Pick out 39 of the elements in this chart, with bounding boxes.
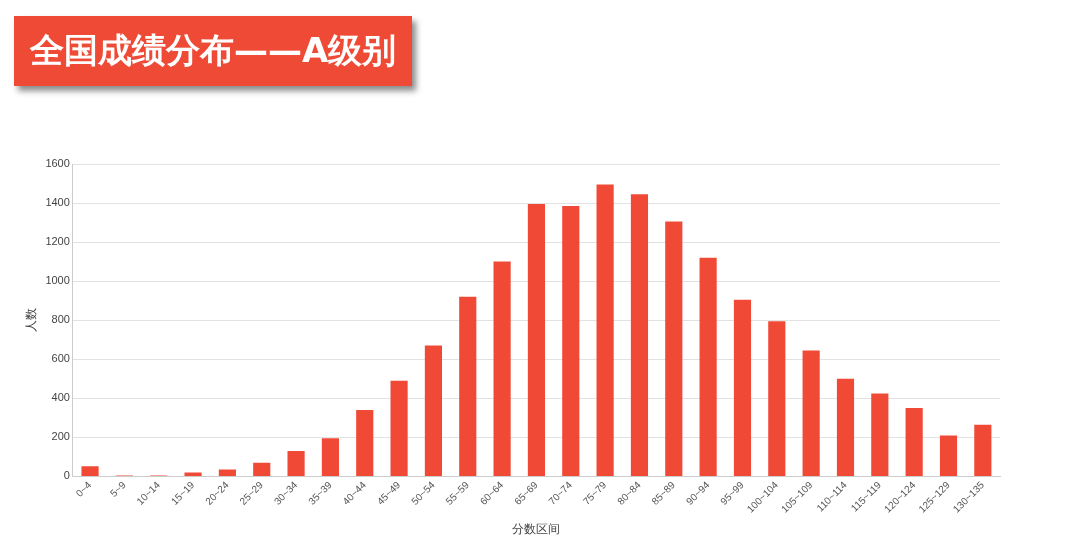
y-tick-label: 1200 [45, 235, 70, 248]
chart-title: 全国成绩分布——A级别 [14, 16, 413, 86]
bar [733, 299, 752, 476]
bar [321, 438, 339, 476]
bar [974, 424, 992, 476]
bar [287, 451, 305, 476]
bar [390, 380, 408, 476]
y-tick-label: 1000 [45, 274, 70, 287]
y-tick-label: 0 [63, 469, 70, 482]
bar [218, 469, 236, 476]
bar [802, 350, 820, 476]
y-tick-label: 200 [51, 430, 70, 443]
y-axis-title: 人数 [23, 308, 38, 333]
y-tick-label: 1600 [45, 157, 70, 170]
bar [493, 261, 511, 476]
bar [939, 435, 958, 476]
bar [871, 393, 889, 476]
x-tick-label: 5~9 [107, 478, 129, 499]
y-tick-label: 800 [51, 313, 70, 326]
bar [184, 472, 202, 476]
bar [424, 345, 443, 476]
bar [905, 408, 923, 476]
bar [699, 257, 717, 476]
bar [665, 221, 683, 476]
bar [527, 204, 546, 476]
bar [562, 205, 580, 476]
bar [768, 321, 786, 476]
bar [630, 194, 649, 476]
y-tick-label: 1400 [45, 196, 70, 209]
bar [459, 296, 477, 476]
bar [356, 410, 374, 476]
y-tick-label: 400 [51, 391, 70, 404]
bar [81, 466, 99, 476]
bar [596, 184, 614, 476]
x-axis-title: 分数区间 [512, 522, 561, 537]
bar [836, 378, 855, 476]
bar [253, 462, 271, 476]
y-tick-label: 600 [51, 352, 70, 365]
x-tick-label: 0~4 [73, 478, 94, 499]
